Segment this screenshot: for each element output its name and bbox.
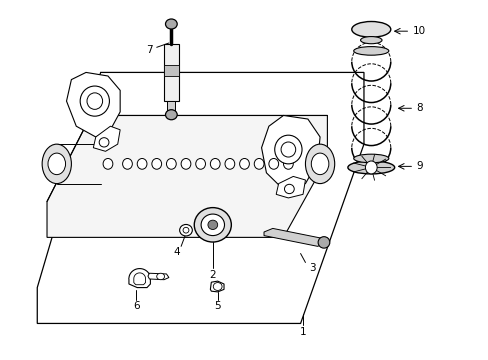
Ellipse shape [181, 158, 190, 169]
Text: 3: 3 [309, 263, 315, 273]
Ellipse shape [157, 273, 164, 280]
Ellipse shape [122, 158, 132, 169]
Ellipse shape [210, 158, 220, 169]
Ellipse shape [353, 154, 388, 163]
Ellipse shape [42, 144, 71, 184]
Text: 7: 7 [146, 45, 152, 55]
Polygon shape [47, 116, 327, 237]
Ellipse shape [268, 158, 278, 169]
Ellipse shape [194, 208, 231, 242]
Polygon shape [148, 273, 168, 280]
Ellipse shape [183, 227, 188, 233]
Ellipse shape [152, 158, 161, 169]
Ellipse shape [347, 161, 394, 174]
Ellipse shape [207, 220, 217, 229]
Polygon shape [134, 273, 145, 285]
Text: 4: 4 [174, 247, 180, 257]
Ellipse shape [254, 158, 264, 169]
Polygon shape [163, 44, 179, 101]
Ellipse shape [87, 93, 102, 109]
Text: 5: 5 [214, 301, 221, 311]
Ellipse shape [165, 19, 177, 29]
Polygon shape [93, 126, 120, 151]
Ellipse shape [103, 158, 113, 169]
Polygon shape [37, 72, 363, 323]
Ellipse shape [213, 283, 222, 291]
PathPatch shape [129, 269, 150, 288]
Polygon shape [261, 116, 320, 187]
Ellipse shape [311, 153, 328, 175]
Polygon shape [364, 30, 377, 40]
Ellipse shape [305, 144, 334, 184]
Ellipse shape [360, 37, 381, 44]
Polygon shape [210, 281, 224, 292]
Polygon shape [276, 176, 305, 198]
Ellipse shape [283, 158, 293, 169]
Ellipse shape [137, 158, 147, 169]
Ellipse shape [179, 225, 192, 236]
Ellipse shape [284, 184, 294, 194]
Ellipse shape [365, 161, 376, 174]
Ellipse shape [281, 142, 295, 157]
Polygon shape [163, 65, 179, 76]
Polygon shape [264, 228, 326, 246]
Ellipse shape [195, 158, 205, 169]
Ellipse shape [274, 135, 302, 164]
Ellipse shape [165, 110, 177, 120]
Polygon shape [66, 72, 120, 137]
Ellipse shape [48, 153, 65, 175]
Ellipse shape [351, 22, 390, 37]
Ellipse shape [166, 158, 176, 169]
Text: 2: 2 [209, 270, 216, 280]
Text: 9: 9 [415, 161, 422, 171]
Ellipse shape [224, 158, 234, 169]
Ellipse shape [99, 138, 109, 147]
Ellipse shape [353, 46, 388, 55]
Text: 1: 1 [299, 327, 305, 337]
Polygon shape [167, 101, 175, 112]
Ellipse shape [318, 237, 329, 248]
Ellipse shape [239, 158, 249, 169]
Text: 6: 6 [133, 301, 139, 311]
Text: 8: 8 [415, 103, 422, 113]
Ellipse shape [80, 86, 109, 116]
Text: 10: 10 [412, 26, 425, 36]
Ellipse shape [201, 214, 224, 235]
